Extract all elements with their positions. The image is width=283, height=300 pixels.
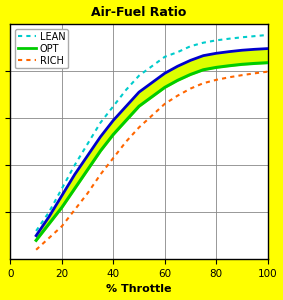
Title: Air-Fuel Ratio: Air-Fuel Ratio xyxy=(91,6,187,19)
Legend: LEAN, OPT, RICH: LEAN, OPT, RICH xyxy=(15,29,68,68)
X-axis label: % Throttle: % Throttle xyxy=(106,284,172,294)
